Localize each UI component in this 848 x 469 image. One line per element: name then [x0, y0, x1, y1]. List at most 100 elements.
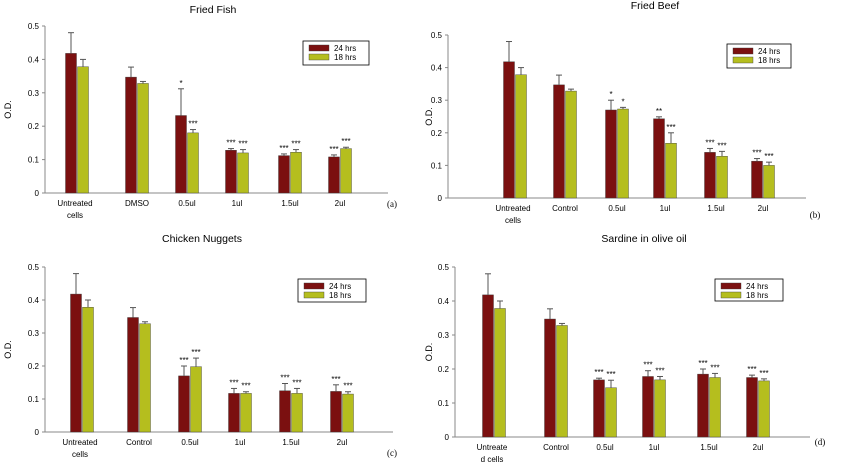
significance-label: ***	[698, 359, 707, 368]
legend-swatch-18hrs	[732, 56, 754, 64]
bar-18hrs	[291, 393, 303, 433]
bar-18hrs	[709, 377, 721, 438]
legend-swatch-18hrs	[720, 291, 742, 299]
y-tick-label: 0.4	[431, 64, 443, 73]
bar-18hrs	[340, 148, 352, 194]
y-tick-label: 0.5	[28, 263, 40, 272]
x-tick-label: cells	[505, 216, 521, 225]
panel-label: (a)	[387, 199, 397, 209]
bar-18hrs	[758, 380, 770, 438]
legend-swatch-18hrs	[308, 53, 330, 61]
y-tick-label: 0.5	[438, 263, 450, 272]
y-tick-label: 0.3	[438, 331, 450, 340]
x-tick-label: 2ul	[337, 438, 348, 447]
significance-label: ***	[343, 382, 352, 391]
significance-label: ***	[643, 361, 652, 370]
significance-label: ***	[759, 369, 768, 378]
bar-24hrs	[228, 393, 240, 433]
bar-18hrs	[605, 387, 617, 438]
y-tick-label: 0.3	[431, 96, 443, 105]
x-tick-label: 2ul	[758, 204, 769, 213]
bar-18hrs	[556, 325, 568, 438]
chart-title: Fried Beef	[631, 0, 680, 12]
y-tick-label: 0.5	[431, 31, 443, 40]
bar-18hrs	[654, 379, 666, 438]
y-tick-label: 0.1	[438, 399, 450, 408]
y-tick-label: 0	[438, 194, 443, 203]
y-tick-label: 0.1	[28, 395, 40, 404]
legend-swatch-24hrs	[303, 282, 325, 290]
x-tick-label: 0.5ul	[608, 204, 626, 213]
bar-24hrs	[70, 293, 82, 433]
panel-label: (c)	[387, 448, 397, 458]
bar-24hrs	[330, 391, 342, 433]
x-tick-label: d cells	[481, 455, 504, 464]
bar-24hrs	[225, 150, 237, 194]
bar-18hrs	[290, 152, 302, 194]
bar-18hrs	[763, 165, 775, 199]
x-tick-label: 1.5ul	[700, 443, 718, 452]
legend-label: 24 hrs	[758, 47, 780, 56]
bar-18hrs	[187, 132, 199, 194]
bar-18hrs	[137, 83, 149, 194]
significance-label: ***	[747, 365, 756, 374]
chart-panel-4: Sardine in olive oil O.D. 0 0.1 0.2 0.3 0.4 0.5…	[424, 233, 825, 464]
legend-label: 24 hrs	[329, 282, 351, 291]
x-tick-label: Control	[552, 204, 578, 213]
x-tick-label: 1ul	[235, 438, 246, 447]
significance-label: ***	[666, 123, 675, 132]
significance-label: ***	[655, 366, 664, 375]
bar-18hrs	[342, 393, 354, 433]
panel-label: (d)	[815, 437, 826, 447]
bar-18hrs	[494, 308, 506, 438]
y-axis-label: O.D.	[424, 107, 434, 126]
significance-label: ***	[341, 137, 350, 146]
bar-24hrs	[328, 156, 340, 194]
legend-swatch-24hrs	[308, 44, 330, 52]
y-tick-label: 0.2	[431, 129, 443, 138]
significance-label: ***	[191, 348, 200, 357]
y-tick-label: 0.5	[28, 22, 40, 31]
bar-24hrs	[605, 109, 617, 199]
significance-label: **	[656, 107, 662, 116]
panel-label: (b)	[810, 210, 821, 220]
chart-title: Sardine in olive oil	[601, 233, 686, 245]
significance-label: ***	[331, 375, 340, 384]
significance-label: *	[621, 97, 624, 106]
significance-label: ***	[241, 382, 250, 391]
bar-24hrs	[278, 155, 290, 194]
bar-18hrs	[77, 66, 89, 194]
x-tick-label: 1.5ul	[282, 438, 300, 447]
chart-panel-2: Fried Beef O.D. 0 0.1 0.2 0.3 0.4 0.5 Untreated c…	[424, 0, 820, 225]
bar-24hrs	[503, 61, 515, 199]
x-tick-label: Untreated	[57, 199, 92, 208]
significance-label: ***	[606, 370, 615, 379]
significance-label: ***	[594, 368, 603, 377]
x-tick-label: cells	[67, 211, 83, 220]
x-tick-label: 1ul	[232, 199, 243, 208]
chart-title: Fried Fish	[190, 4, 237, 16]
bar-24hrs	[697, 373, 709, 438]
significance-label: ***	[291, 140, 300, 149]
significance-label: ***	[179, 356, 188, 365]
legend-label: 24 hrs	[746, 282, 768, 291]
x-tick-label: 1ul	[649, 443, 660, 452]
bar-18hrs	[617, 108, 629, 199]
bar-18hrs	[716, 156, 728, 199]
x-tick-label: 0.5ul	[596, 443, 614, 452]
y-tick-label: 0.2	[438, 365, 450, 374]
bar-24hrs	[279, 390, 291, 433]
bar-18hrs	[515, 74, 527, 199]
y-tick-label: 0.4	[438, 297, 450, 306]
significance-label: ***	[764, 152, 773, 161]
significance-label: ***	[238, 140, 247, 149]
x-tick-label: 0.5ul	[178, 199, 196, 208]
legend-swatch-18hrs	[303, 291, 325, 299]
chart-title: Chicken Nuggets	[162, 233, 242, 245]
x-tick-label: Control	[126, 438, 152, 447]
bar-24hrs	[65, 53, 77, 194]
y-tick-label: 0.4	[28, 296, 40, 305]
bar-24hrs	[653, 118, 665, 199]
